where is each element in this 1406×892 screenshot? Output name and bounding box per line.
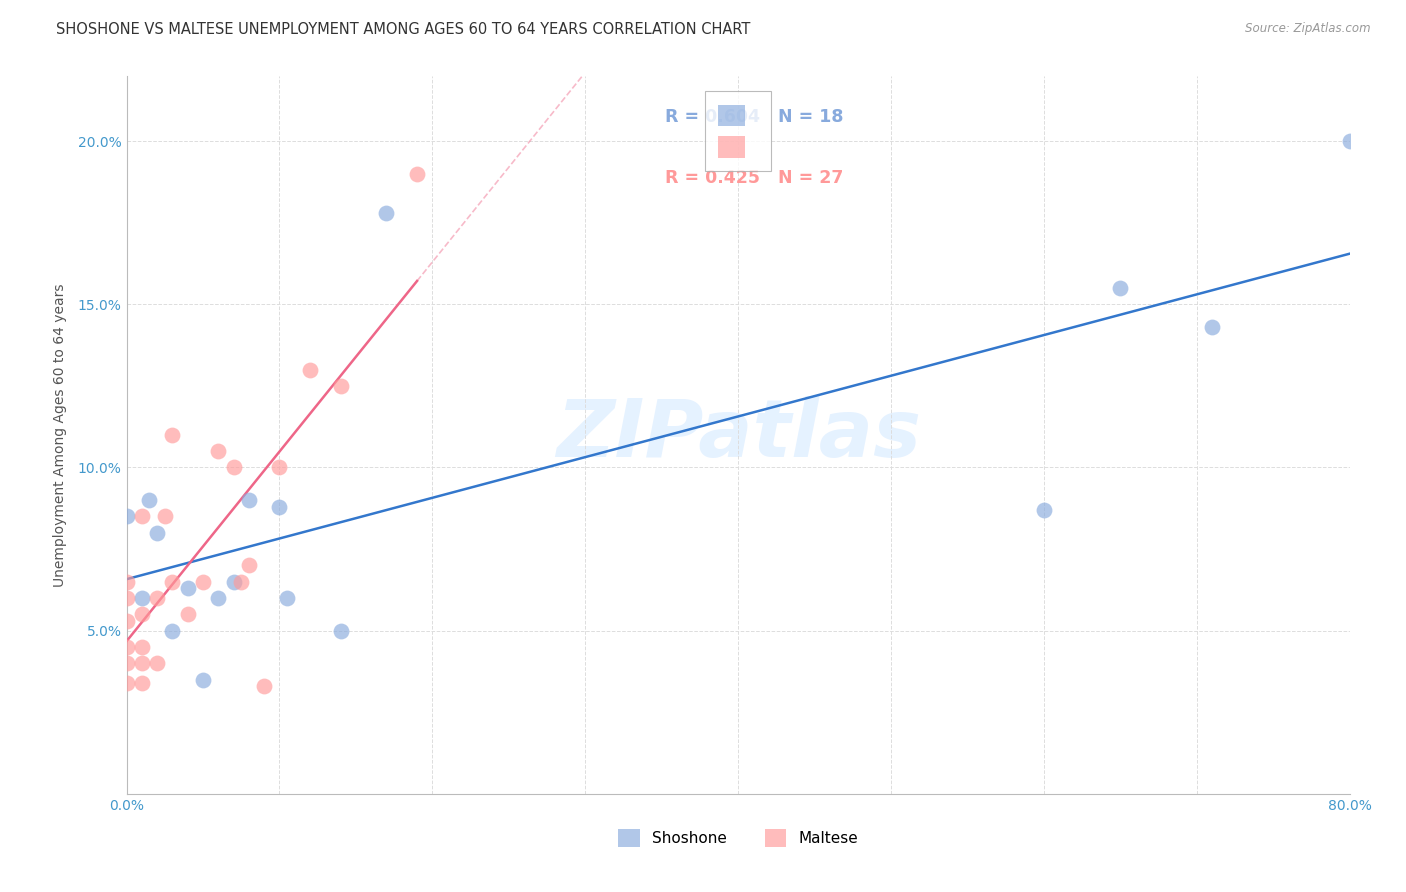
Text: SHOSHONE VS MALTESE UNEMPLOYMENT AMONG AGES 60 TO 64 YEARS CORRELATION CHART: SHOSHONE VS MALTESE UNEMPLOYMENT AMONG A…	[56, 22, 751, 37]
Text: ZIPatlas: ZIPatlas	[555, 396, 921, 474]
Point	[329, 379, 352, 393]
Point	[131, 607, 153, 622]
Point	[115, 591, 138, 605]
Point	[115, 640, 138, 654]
Y-axis label: Unemployment Among Ages 60 to 64 years: Unemployment Among Ages 60 to 64 years	[52, 283, 66, 587]
Point	[238, 493, 260, 508]
Point	[115, 509, 138, 524]
Point	[131, 591, 153, 605]
Point	[146, 657, 169, 671]
Point	[207, 444, 229, 458]
Point	[276, 591, 298, 605]
Point	[131, 676, 153, 690]
Point	[138, 493, 160, 508]
Point	[269, 460, 291, 475]
Point	[406, 167, 429, 181]
Point	[207, 591, 229, 605]
Point	[1339, 134, 1361, 148]
Point	[162, 624, 184, 638]
Point	[162, 427, 184, 442]
Point	[253, 679, 276, 693]
Point	[222, 574, 245, 589]
Point	[115, 676, 138, 690]
Text: Source: ZipAtlas.com: Source: ZipAtlas.com	[1246, 22, 1371, 36]
Point	[191, 673, 214, 687]
Point	[115, 657, 138, 671]
Point	[115, 614, 138, 628]
Point	[299, 362, 322, 376]
Point	[191, 574, 214, 589]
Point	[238, 558, 260, 573]
Point	[131, 640, 153, 654]
Point	[177, 607, 200, 622]
Point	[375, 206, 398, 220]
Point	[115, 574, 138, 589]
Point	[222, 460, 245, 475]
Point	[162, 574, 184, 589]
Point	[1201, 320, 1223, 334]
Point	[231, 574, 253, 589]
Point	[1109, 281, 1132, 295]
Point	[1033, 503, 1056, 517]
Point	[131, 509, 153, 524]
Point	[146, 525, 169, 540]
Point	[329, 624, 352, 638]
Text: R = 0.425   N = 27: R = 0.425 N = 27	[665, 169, 844, 187]
Point	[177, 581, 200, 595]
Point	[269, 500, 291, 514]
Legend: Shoshone, Maltese: Shoshone, Maltese	[610, 822, 866, 855]
Point	[153, 509, 176, 524]
Text: R = 0.604   N = 18: R = 0.604 N = 18	[665, 108, 844, 126]
Point	[146, 591, 169, 605]
Point	[131, 657, 153, 671]
